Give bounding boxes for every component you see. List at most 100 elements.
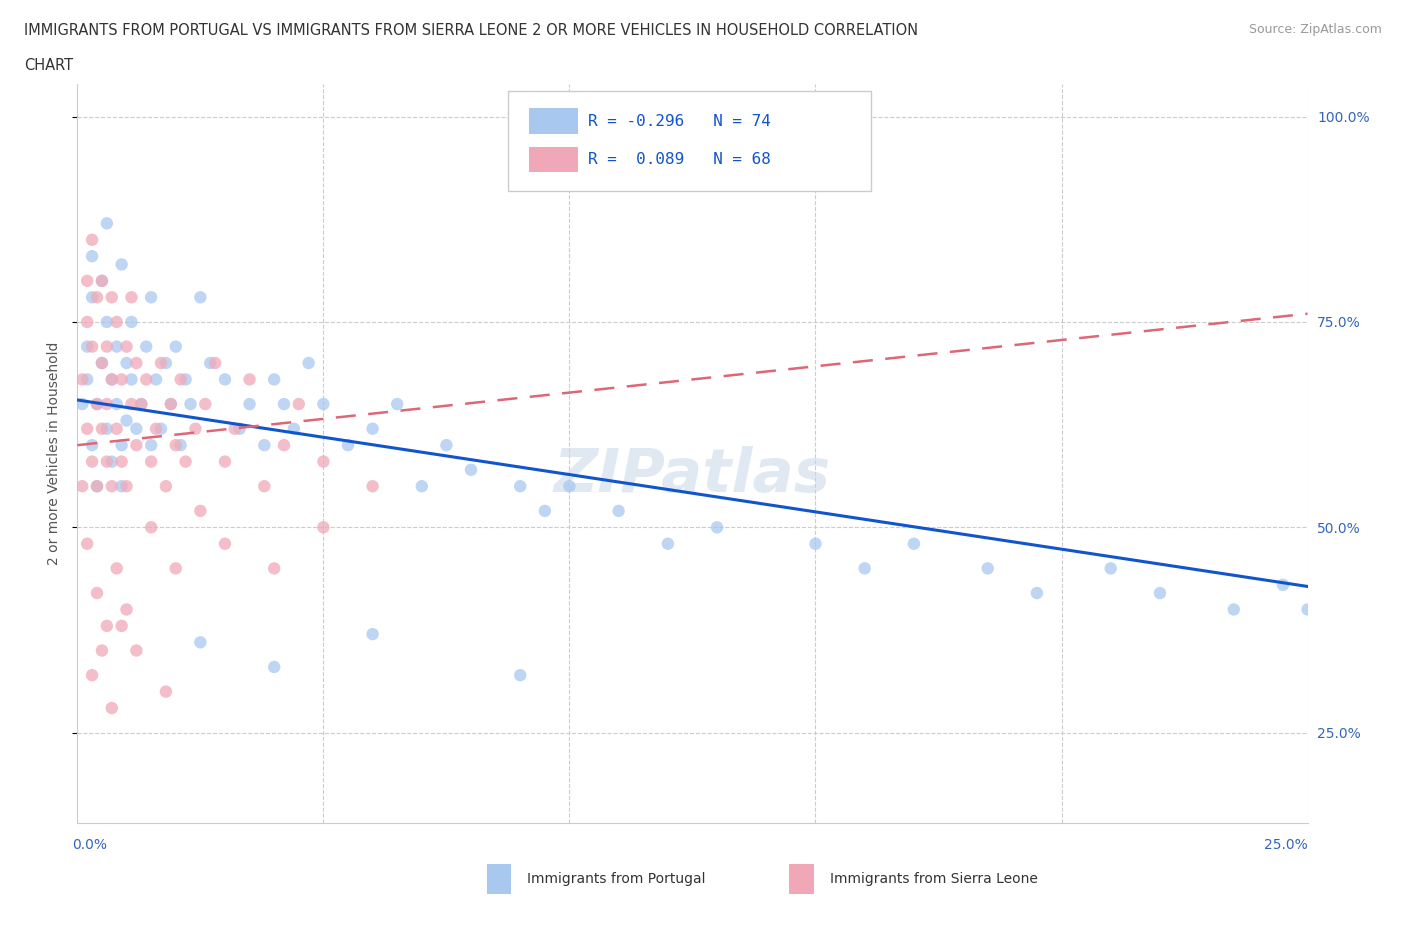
Point [1296, 602, 1319, 617]
Point [165, 339, 187, 354]
Point [135, 372, 157, 387]
Point [76, 421, 98, 436]
Point [105, 561, 128, 576]
Point [200, 355, 222, 370]
Point [239, 372, 262, 387]
Point [534, 503, 557, 518]
Point [121, 372, 143, 387]
Point [337, 438, 360, 453]
Point [1149, 586, 1171, 601]
Y-axis label: 2 or more Vehicles in Household: 2 or more Vehicles in Household [46, 341, 60, 565]
Point [131, 396, 153, 411]
Point [239, 396, 262, 411]
Point [1223, 602, 1246, 617]
Point [101, 372, 124, 387]
Bar [529, 147, 578, 172]
Point [105, 314, 128, 329]
Point [125, 421, 148, 436]
Point [150, 355, 173, 370]
Point [298, 355, 321, 370]
Point [509, 668, 531, 683]
Point [509, 479, 531, 494]
Point [101, 479, 124, 494]
Point [125, 355, 148, 370]
Point [90, 644, 114, 658]
Point [312, 454, 335, 469]
Point [125, 644, 148, 658]
Point [312, 396, 335, 411]
Point [361, 479, 384, 494]
Point [101, 700, 124, 715]
Point [115, 479, 138, 494]
Point [86, 479, 108, 494]
Point [150, 421, 173, 436]
Point [141, 438, 163, 453]
Point [82, 290, 104, 305]
Point [105, 421, 128, 436]
Point [82, 339, 104, 354]
Point [76, 339, 98, 354]
FancyBboxPatch shape [508, 91, 870, 191]
Point [121, 290, 143, 305]
Point [76, 314, 98, 329]
Point [90, 355, 114, 370]
Point [145, 372, 167, 387]
Point [229, 421, 252, 436]
Point [105, 396, 128, 411]
Point [283, 421, 305, 436]
Point [121, 314, 143, 329]
Point [96, 216, 118, 231]
Point [76, 372, 98, 387]
Point [145, 421, 167, 436]
Point [190, 503, 212, 518]
Point [105, 339, 128, 354]
Point [101, 290, 124, 305]
Point [253, 438, 276, 453]
Point [204, 355, 226, 370]
Point [115, 339, 138, 354]
Point [82, 249, 104, 264]
Point [706, 520, 728, 535]
Point [214, 372, 236, 387]
Point [657, 537, 679, 551]
Point [96, 618, 118, 633]
Point [312, 520, 335, 535]
Point [111, 438, 132, 453]
Point [96, 314, 118, 329]
Point [190, 635, 212, 650]
Point [411, 479, 433, 494]
Point [82, 668, 104, 683]
Bar [529, 108, 578, 134]
Point [101, 372, 124, 387]
Point [135, 339, 157, 354]
Point [155, 479, 177, 494]
Point [1272, 578, 1295, 592]
Point [90, 273, 114, 288]
Point [170, 438, 193, 453]
Point [141, 290, 163, 305]
Point [86, 290, 108, 305]
Point [141, 454, 163, 469]
Point [111, 257, 132, 272]
Point [90, 273, 114, 288]
Point [155, 355, 177, 370]
Point [263, 659, 285, 674]
Point [90, 355, 114, 370]
Point [115, 602, 138, 617]
Point [460, 462, 482, 477]
Point [160, 396, 183, 411]
Point [70, 479, 93, 494]
Text: IMMIGRANTS FROM PORTUGAL VS IMMIGRANTS FROM SIERRA LEONE 2 OR MORE VEHICLES IN H: IMMIGRANTS FROM PORTUGAL VS IMMIGRANTS F… [24, 23, 918, 38]
Point [131, 396, 153, 411]
Point [111, 618, 132, 633]
Point [96, 454, 118, 469]
Point [174, 372, 197, 387]
Point [273, 438, 295, 453]
Point [263, 372, 285, 387]
Point [170, 372, 193, 387]
Point [121, 396, 143, 411]
Point [111, 479, 132, 494]
Point [111, 372, 132, 387]
Point [82, 454, 104, 469]
Point [86, 396, 108, 411]
